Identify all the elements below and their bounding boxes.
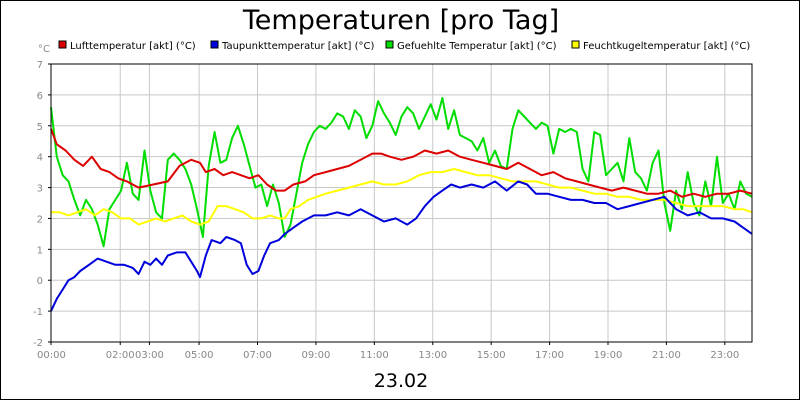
- x-tick-label: 13:00: [418, 350, 447, 361]
- legend-swatch: [210, 40, 219, 49]
- x-tick-label: 07:00: [243, 350, 272, 361]
- y-axis-ticks: -2 -1 0 1 2 3 4 5 6 7: [33, 60, 51, 349]
- x-tick-label: 19:00: [594, 350, 623, 361]
- y-tick-label: -2: [33, 338, 43, 349]
- x-tick-label: 09:00: [302, 350, 331, 361]
- legend-label: Taupunkttemperatur [akt] (°C): [221, 41, 374, 52]
- y-tick-label: -1: [33, 307, 43, 318]
- legend-swatch: [571, 40, 580, 49]
- series-lines: [50, 97, 753, 312]
- y-tick-label: 5: [37, 122, 43, 133]
- y-tick-label: 0: [37, 276, 43, 287]
- series-line-1: [50, 128, 753, 198]
- x-tick-label: 00:00: [37, 350, 66, 361]
- y-tick-label: 6: [37, 91, 43, 102]
- x-tick-label: 17:00: [535, 350, 564, 361]
- legend-swatch: [58, 40, 67, 49]
- x-tick-label: 15:00: [477, 350, 506, 361]
- series-line-2: [50, 180, 753, 312]
- x-tick-label: 23:00: [710, 350, 739, 361]
- gridlines: [50, 63, 752, 343]
- y-tick-label: 7: [37, 60, 43, 71]
- series-line-3: [50, 97, 753, 248]
- y-tick-label: 4: [37, 153, 43, 164]
- legend-label: Lufttemperatur [akt] (°C): [70, 41, 196, 52]
- y-tick-label: 1: [37, 245, 43, 256]
- x-tick-label: 02:00: [106, 350, 135, 361]
- chart-title: Temperaturen [pro Tag]: [242, 5, 559, 36]
- y-tick-label: 2: [37, 214, 43, 225]
- plot-area: [51, 64, 752, 342]
- series-line-4: [51, 168, 753, 226]
- x-tick-label: 21:00: [652, 350, 681, 361]
- y-axis-unit: °C: [38, 44, 50, 55]
- legend-label: Feuchtkugeltemperatur [akt] (°C): [583, 41, 750, 52]
- legend-label: Gefuehlte Temperatur [akt] (°C): [397, 41, 557, 52]
- legend: Lufttemperatur [akt] (°C) Taupunkttempera…: [58, 40, 750, 52]
- y-tick-label: 3: [37, 184, 43, 195]
- legend-swatch: [385, 40, 394, 49]
- x-tick-label: 03:00: [135, 350, 164, 361]
- x-tick-label: 11:00: [360, 350, 389, 361]
- x-axis-ticks: 00:00 02:00 03:00 05:00 07:00 09:00 11:00 13:00…: [37, 342, 739, 361]
- plot-frame: [50, 63, 753, 343]
- x-tick-label: 05:00: [185, 350, 214, 361]
- date-label: 23.02: [374, 370, 428, 392]
